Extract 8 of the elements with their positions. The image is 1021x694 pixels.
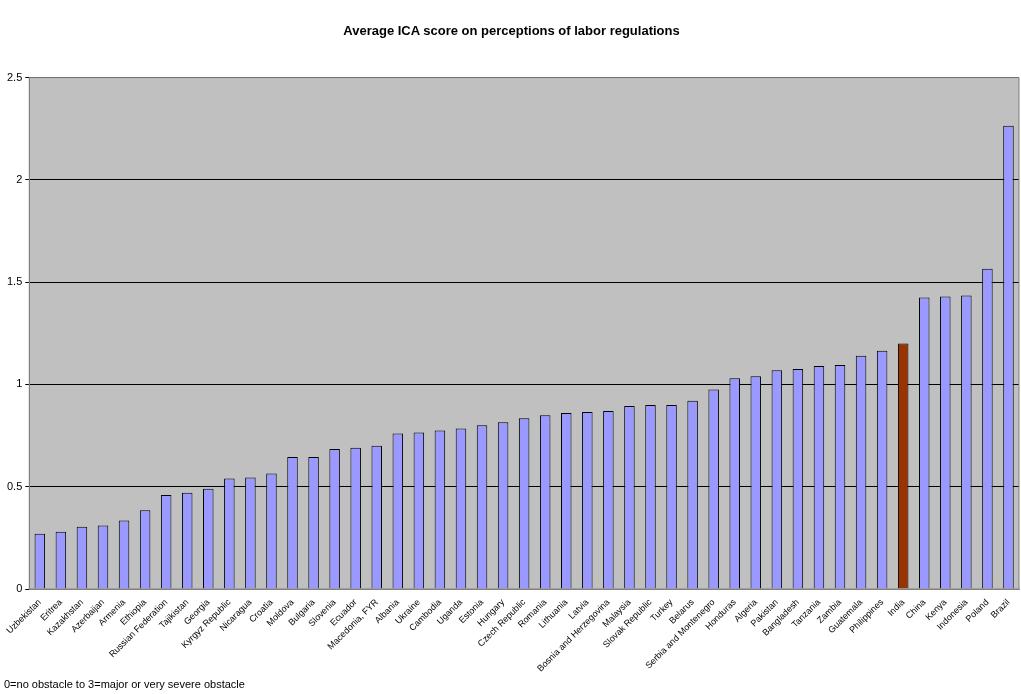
y-tick-label: 0 <box>16 582 23 595</box>
y-tick-label: 1.5 <box>6 275 23 288</box>
text: 0=no obstacle to 3=major or very severe obstacle <box>4 677 245 690</box>
y-tick-label: 0.5 <box>6 479 23 492</box>
y-tick-label: 2.5 <box>6 70 23 83</box>
y-tick-label: 2 <box>16 172 23 185</box>
y-tick-label: 1 <box>16 377 23 390</box>
chart-title: Average ICA score on perceptions of labor regulations <box>343 23 680 39</box>
